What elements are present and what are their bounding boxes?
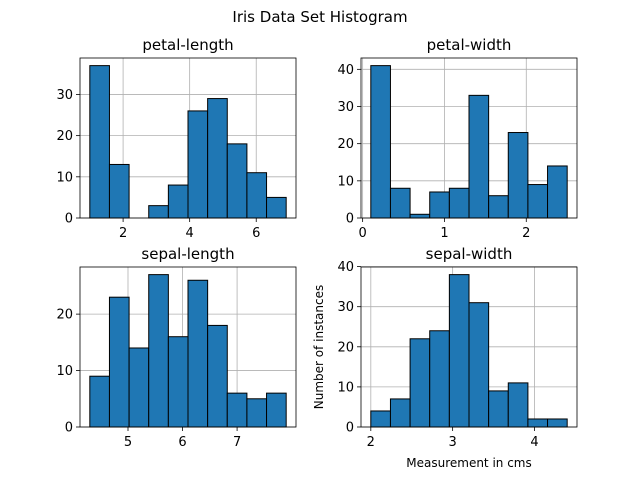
y-tick-label: 0 <box>65 421 73 436</box>
histogram-bar <box>266 196 287 219</box>
y-tick-label: 40 <box>337 260 354 275</box>
y-tick-label: 20 <box>56 308 73 323</box>
y-tick-label: 10 <box>56 170 73 185</box>
x-tick-label: 6 <box>252 226 260 241</box>
x-tick-label: 3 <box>448 435 456 450</box>
histogram-bar <box>370 410 391 428</box>
histogram-bar <box>389 187 411 219</box>
histogram-bar <box>207 324 228 428</box>
histogram-bar <box>488 390 509 428</box>
y-axis-label: Number of instances <box>312 285 326 410</box>
histogram-bar <box>527 184 549 219</box>
y-tick-label: 10 <box>56 364 73 379</box>
y-tick-label: 30 <box>337 300 354 315</box>
y-tick-label: 40 <box>337 63 354 78</box>
x-tick-label: 2 <box>119 226 127 241</box>
x-tick-label: 0 <box>358 226 366 241</box>
x-tick-label: 2 <box>367 435 375 450</box>
figure-title: Iris Data Set Histogram <box>232 8 407 26</box>
histogram-bar <box>409 338 431 428</box>
x-tick-label: 1 <box>440 226 448 241</box>
histogram-bar <box>148 205 169 219</box>
x-tick-label: 7 <box>233 435 241 450</box>
histogram-bar <box>448 187 470 219</box>
histogram-bar <box>89 65 110 219</box>
histogram-bar <box>226 392 248 428</box>
histogram-bar <box>488 195 509 219</box>
axes-frame <box>360 57 578 219</box>
y-tick-label: 10 <box>337 380 354 395</box>
x-tick-label: 4 <box>530 435 538 450</box>
histogram-bar <box>468 302 490 428</box>
histogram-bar <box>108 163 130 219</box>
histogram-bar <box>207 98 228 219</box>
x-tick-label: 2 <box>522 226 530 241</box>
y-tick-label: 0 <box>65 212 73 227</box>
histogram-bar <box>246 172 268 219</box>
histogram-bar <box>187 279 209 428</box>
histogram-bar <box>148 274 169 428</box>
y-tick-label: 20 <box>337 340 354 355</box>
subplot-title: petal-length <box>142 36 233 54</box>
histogram-bar <box>429 191 450 219</box>
histogram-bar <box>507 382 529 428</box>
subplot-title: sepal-width <box>426 245 513 263</box>
histogram-bar <box>167 184 189 219</box>
histogram-bar <box>547 165 568 219</box>
subplot-title: petal-width <box>427 36 512 54</box>
histogram-bar <box>468 94 490 219</box>
y-tick-label: 30 <box>337 100 354 115</box>
histogram-bar <box>507 132 529 219</box>
histogram-bar <box>187 110 209 219</box>
axes-frame <box>79 57 297 219</box>
y-tick-label: 0 <box>346 212 354 227</box>
histogram-bar <box>527 418 549 428</box>
subplot-sepal-length: 5 6 7 0 10 20 sepal-length <box>56 245 297 450</box>
y-tick-label: 20 <box>337 137 354 152</box>
x-tick-label: 5 <box>124 435 132 450</box>
subplot-petal-length: 2 4 6 0 10 20 30 petal-length <box>56 36 297 241</box>
x-axis-label: Measurement in cms <box>406 456 532 470</box>
y-tick-label: 10 <box>337 174 354 189</box>
axes-frame <box>79 266 297 428</box>
histogram-bar <box>448 274 470 428</box>
histogram-bar <box>89 375 110 428</box>
histogram-bar <box>128 347 150 428</box>
histogram-bar <box>167 336 189 428</box>
histogram-bar <box>547 418 568 428</box>
histogram-bar <box>409 213 431 219</box>
subplot-title: sepal-length <box>141 245 234 263</box>
x-tick-label: 4 <box>186 226 194 241</box>
histogram-bar <box>108 296 130 428</box>
histogram-bar <box>389 398 411 428</box>
histogram-bar <box>266 392 287 428</box>
y-tick-label: 20 <box>56 129 73 144</box>
histogram-bar <box>429 330 450 428</box>
y-tick-label: 0 <box>346 421 354 436</box>
y-tick-label: 30 <box>56 88 73 103</box>
histogram-bar <box>226 143 248 219</box>
x-tick-label: 6 <box>178 435 186 450</box>
histogram-bar <box>370 65 391 219</box>
histogram-bar <box>246 398 268 428</box>
